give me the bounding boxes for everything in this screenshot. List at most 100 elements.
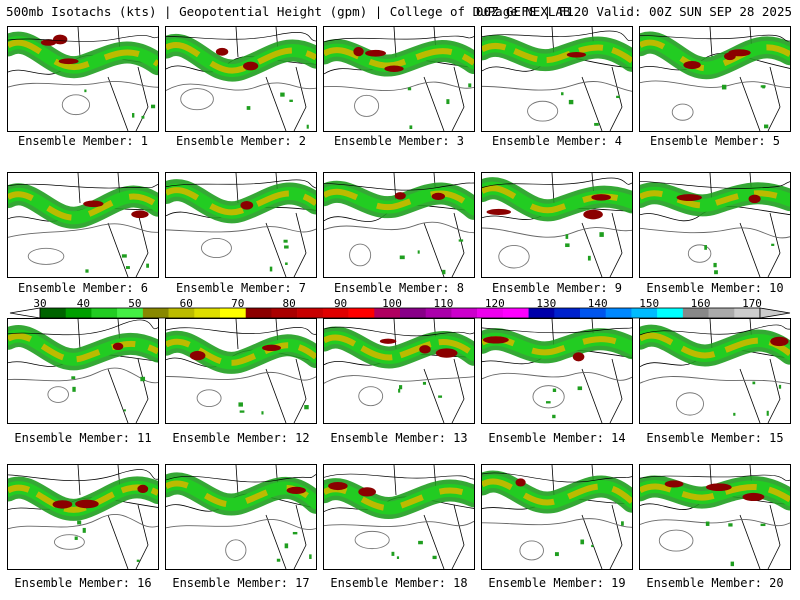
isotach-speck [417, 250, 420, 254]
height-contour [324, 520, 474, 527]
jet-core-70kt [8, 39, 158, 71]
isotach-speck [123, 409, 126, 412]
height-contour-closed [527, 100, 559, 122]
height-contour [166, 226, 316, 233]
jet-max-80kt [705, 483, 732, 492]
colorbar-segment [477, 308, 504, 318]
isotach-speck [568, 99, 574, 105]
isotach-speck [121, 254, 127, 258]
colorbar-tick-label: 160 [690, 297, 711, 310]
jet-max-80kt [53, 34, 68, 45]
height-contour [166, 32, 316, 42]
colorbar-tick-label: 40 [76, 297, 91, 310]
member-caption-15: Ensemble Member: 15 [646, 431, 784, 445]
isotach-speck [399, 385, 403, 390]
member-caption-17: Ensemble Member: 17 [172, 576, 310, 590]
jet-max-80kt [394, 192, 406, 200]
height-contour [482, 372, 632, 381]
ensemble-panel-17 [165, 464, 317, 570]
colorbar-segment [297, 308, 324, 318]
isotach-speck [704, 245, 707, 250]
colorbar-tick-label: 120 [484, 297, 505, 310]
height-contour [8, 183, 158, 189]
height-contour-closed [196, 389, 222, 407]
isotach-speck [72, 386, 76, 392]
member-caption-8: Ensemble Member: 8 [333, 281, 465, 295]
isotach-speck [77, 520, 82, 525]
colorbar-segment [374, 308, 401, 318]
colorbar-high-arrow [759, 307, 791, 319]
ensemble-panel-4 [481, 26, 633, 132]
isotach-map-1 [8, 27, 158, 131]
isotach-speck [276, 558, 281, 562]
isotach-speck [458, 239, 464, 242]
isotach-speck [616, 95, 620, 99]
height-contour [166, 179, 316, 189]
isotach-speck [283, 239, 288, 243]
height-contour [8, 319, 158, 336]
colorbar-segment [245, 308, 272, 318]
member-caption-5: Ensemble Member: 5 [649, 134, 781, 148]
isotach-speck [587, 255, 591, 261]
jet-core-70kt [8, 333, 158, 363]
colorbar-segment [168, 308, 195, 318]
isotach-speck [82, 527, 86, 533]
colorbar-segment [194, 308, 221, 318]
isotach-speck [752, 381, 756, 385]
member-caption-14: Ensemble Member: 14 [488, 431, 626, 445]
isotach-speck [438, 395, 443, 398]
isotach-speck [289, 99, 293, 102]
jet-max-80kt [515, 478, 526, 487]
height-contour-closed [671, 103, 694, 121]
isotach-map-13 [324, 319, 474, 423]
colorbar-segment [528, 308, 555, 318]
colorbar-segment [657, 308, 684, 318]
height-contour [324, 375, 474, 384]
isotach-speck [713, 262, 717, 268]
jet-max-80kt [482, 336, 509, 344]
member-caption-11: Ensemble Member: 11 [14, 431, 152, 445]
member-caption-6: Ensemble Member: 6 [17, 281, 149, 295]
height-contour [8, 367, 158, 384]
height-contour [482, 518, 632, 528]
isotach-speck [561, 92, 564, 96]
isotach-map-14 [482, 319, 632, 423]
height-contour [324, 326, 474, 337]
isotach-speck [304, 405, 309, 410]
colorbar-segment [40, 308, 67, 318]
jet-max-80kt [75, 499, 99, 509]
isotach-speck [85, 269, 89, 273]
jet-max-80kt [683, 60, 701, 70]
isotach-speck [591, 544, 594, 548]
isotach-speck [261, 411, 264, 415]
isotach-speck [71, 376, 76, 380]
isotach-map-5 [640, 27, 790, 131]
jet-max-80kt [770, 336, 789, 347]
height-contour [640, 80, 790, 89]
isotach-speck [468, 83, 472, 88]
height-contour [324, 81, 474, 92]
height-contour [482, 327, 632, 334]
isotach-speck [432, 555, 437, 560]
jet-max-80kt [728, 49, 751, 57]
ensemble-panel-3 [323, 26, 475, 132]
jet-max-80kt [742, 492, 765, 502]
jet-max-80kt [566, 51, 587, 58]
jet-max-80kt [52, 500, 73, 509]
jet-max-80kt [431, 192, 446, 201]
isotach-speck [84, 89, 87, 93]
colorbar-tick-label: 100 [382, 297, 402, 310]
colorbar-segment [91, 308, 118, 318]
isotach-speck [140, 376, 146, 382]
height-contour [640, 519, 790, 527]
colorbar-segment [734, 308, 761, 318]
isotach-map-2 [166, 27, 316, 131]
isotach-speck [764, 124, 769, 129]
height-contour [166, 327, 316, 335]
ensemble-panel-20 [639, 464, 791, 570]
isotach-map-6 [8, 173, 158, 277]
height-contour-closed [498, 244, 530, 269]
colorbar-tick-label: 130 [536, 297, 557, 310]
height-contour [324, 182, 474, 191]
ensemble-panel-13 [323, 318, 475, 424]
